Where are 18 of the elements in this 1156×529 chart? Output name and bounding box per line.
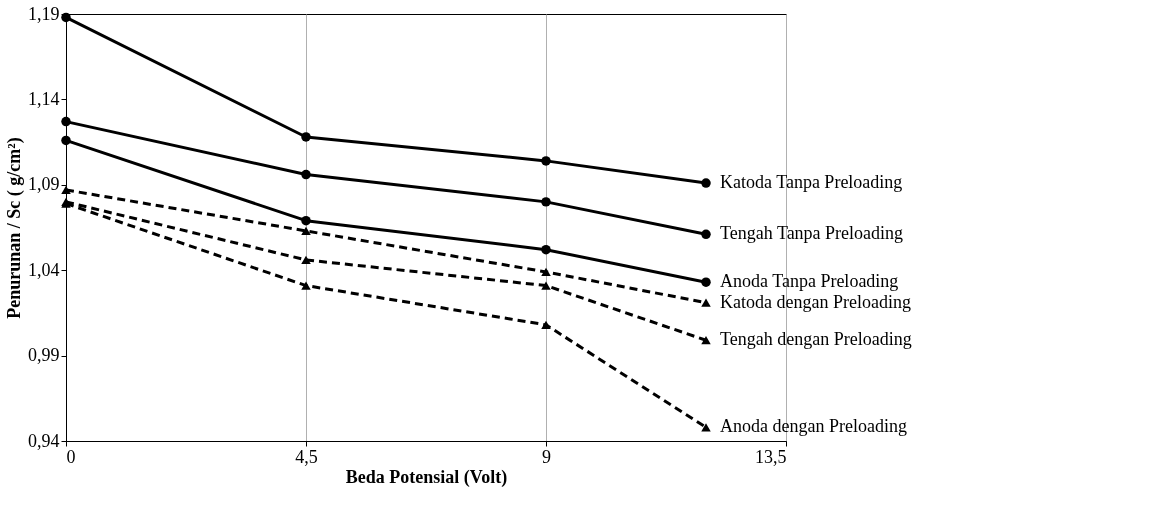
y-tick-label: 1,19 — [28, 3, 60, 24]
series-label: Anoda dengan Preloading — [720, 416, 907, 437]
x-tick-label: 0 — [66, 446, 76, 467]
y-axis-title: Penurunan / Sc ( g/cm²) — [4, 137, 25, 319]
y-tick-label: 1,09 — [28, 174, 60, 195]
series-label: Tengah Tanpa Preloading — [720, 223, 904, 244]
x-tick-label: 13,5 — [755, 446, 787, 467]
x-tick-label: 4,5 — [295, 446, 318, 467]
y-tick-label: 1,14 — [28, 88, 60, 109]
x-tick-label: 9 — [542, 446, 551, 467]
y-tick-label: 0,99 — [28, 345, 60, 366]
series-label: Anoda Tanpa Preloading — [720, 271, 899, 292]
x-axis-title: Beda Potensial (Volt) — [345, 466, 508, 488]
series-label: Tengah dengan Preloading — [720, 329, 912, 350]
series-label: Katoda Tanpa Preloading — [720, 172, 903, 193]
series-label: Katoda dengan Preloading — [720, 291, 911, 312]
y-tick-label: 0,94 — [28, 430, 60, 451]
y-tick-label: 1,04 — [28, 259, 60, 280]
